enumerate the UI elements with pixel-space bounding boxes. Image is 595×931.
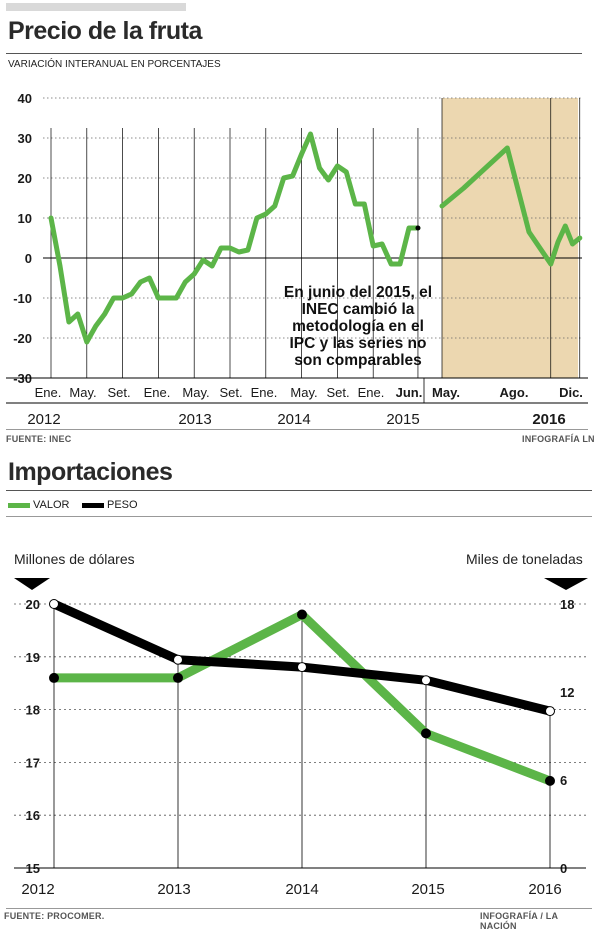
y-tick-label: -10 — [13, 291, 32, 306]
point-valor — [173, 672, 183, 683]
legend-swatch-peso — [82, 503, 104, 508]
source-rule-1 — [6, 429, 588, 430]
x-tick-label: Ene. — [35, 385, 62, 400]
series-line-2012-2015 — [48, 131, 421, 345]
left-axis-label: Millones de dólares — [14, 551, 135, 567]
left-y-tick-label: 16 — [26, 808, 40, 823]
x-tick-label: Jun. — [396, 385, 423, 400]
point-valor — [49, 672, 59, 683]
x-tick-label: May. — [182, 385, 209, 400]
credit-infografia-ln: INFOGRAFÍA LN — [522, 434, 595, 444]
left-y-tick-label: 20 — [26, 597, 40, 612]
left-y-tick-label: 18 — [26, 703, 40, 718]
x-tick-label: Dic. — [559, 385, 583, 400]
point-valor — [297, 609, 307, 620]
y-tick-label: 20 — [18, 171, 32, 186]
chart-title-fruit-price: Precio de la fruta — [8, 17, 202, 45]
x-tick-label: 2015 — [411, 881, 444, 898]
left-y-tick-label: 17 — [26, 755, 40, 770]
year-label: 2012 — [27, 411, 60, 428]
right-axis-label: Miles de toneladas — [466, 551, 583, 567]
y-tick-label: -20 — [13, 331, 32, 346]
x-tick-label: 2016 — [528, 881, 561, 898]
x-tick-label: Set. — [326, 385, 349, 400]
legend-label-peso: PESO — [107, 499, 138, 511]
x-tick-label: Ene. — [144, 385, 171, 400]
methodology-annotation: En junio del 2015, el INEC cambió la met… — [283, 284, 433, 369]
chart-title-imports: Importaciones — [8, 458, 173, 486]
year-label: 2013 — [178, 411, 211, 428]
point-peso — [173, 654, 183, 665]
year-label: 2016 — [532, 411, 565, 428]
series-end-point — [415, 225, 421, 231]
top-decoration-bar — [6, 3, 186, 11]
y-tick-label: 0 — [25, 251, 32, 266]
title-rule-2 — [6, 490, 592, 491]
point-valor — [545, 775, 555, 786]
x-tick-label: 2013 — [157, 881, 190, 898]
right-y-tick-label: 6 — [560, 773, 567, 788]
x-tick-label: May. — [290, 385, 317, 400]
right-y-tick-label: 18 — [560, 597, 574, 612]
year-label: 2014 — [277, 411, 310, 428]
legend-swatch-valor — [8, 503, 30, 508]
x-tick-label: Ene. — [358, 385, 385, 400]
series-line-2015-2016 — [439, 145, 583, 267]
left-y-tick-label: 19 — [26, 650, 40, 665]
point-peso — [421, 675, 431, 686]
y-tick-label: 40 — [18, 91, 32, 106]
x-tick-label: Ago. — [500, 385, 529, 400]
x-tick-label: 2012 — [21, 881, 54, 898]
source-rule-2 — [6, 908, 592, 909]
y-tick-label: 30 — [18, 131, 32, 146]
title-rule-1 — [6, 53, 582, 54]
left-axis-arrow — [14, 578, 50, 590]
shaded-period-bg — [442, 98, 578, 378]
source-procomer: FUENTE: PROCOMER. — [4, 911, 105, 921]
x-tick-label: Set. — [107, 385, 130, 400]
legend-rule — [6, 516, 592, 517]
right-axis-arrow — [544, 578, 588, 590]
legend-label-valor: VALOR — [33, 499, 70, 511]
x-tick-label: May. — [69, 385, 96, 400]
right-y-tick-label: 12 — [560, 685, 574, 700]
x-tick-label: Set. — [219, 385, 242, 400]
point-peso — [545, 706, 555, 717]
x-tick-label: 2014 — [285, 881, 318, 898]
point-peso — [297, 662, 307, 673]
y-tick-label: 10 — [18, 211, 32, 226]
source-inec: FUENTE: INEC — [6, 434, 72, 444]
year-label: 2015 — [386, 411, 419, 428]
x-tick-label: Ene. — [251, 385, 278, 400]
x-tick-label: May. — [432, 385, 460, 400]
chart-subtitle-fruit-price: VARIACIÓN INTERANUAL EN PORCENTAJES — [8, 59, 221, 70]
point-peso — [49, 599, 59, 609]
point-valor — [421, 728, 431, 739]
